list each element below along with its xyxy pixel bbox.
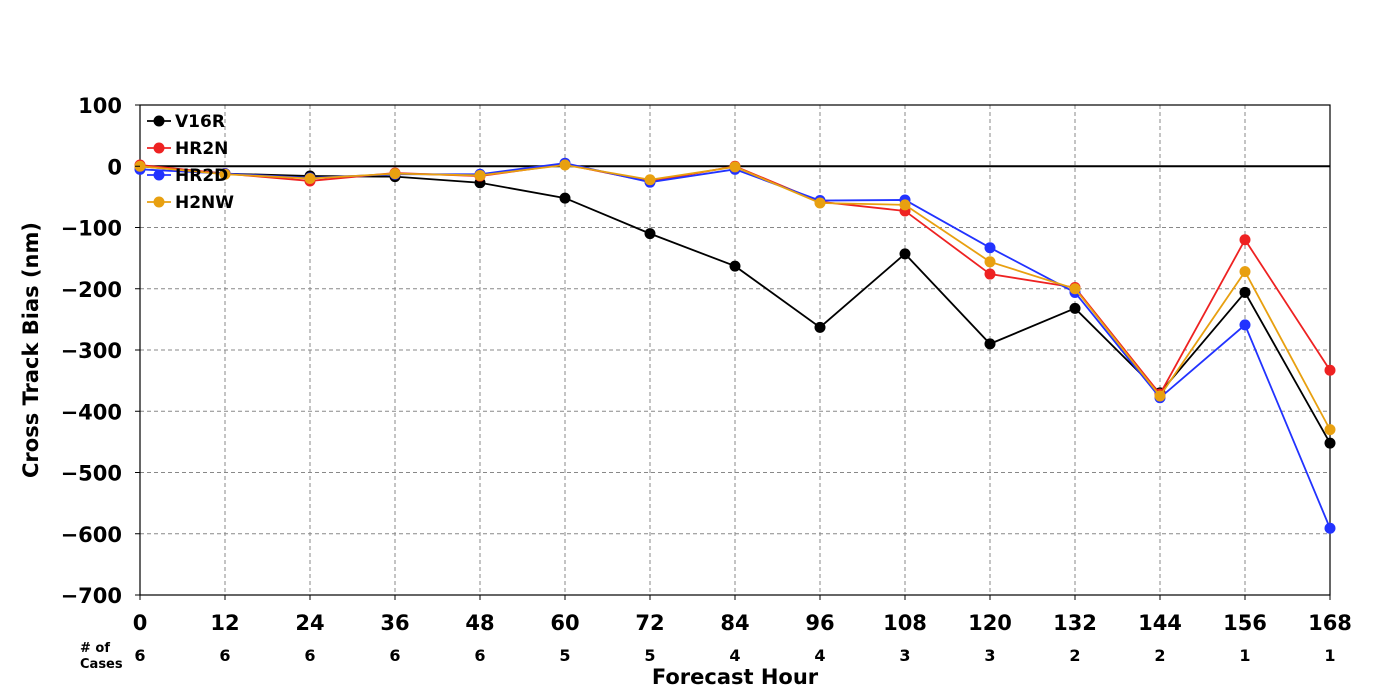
case-count: 6 (389, 646, 400, 665)
data-point (1069, 302, 1081, 314)
data-point (899, 199, 911, 211)
legend-label: HR2D (175, 166, 228, 186)
legend-label: H2NW (175, 193, 234, 213)
case-count: 6 (219, 646, 230, 665)
x-tick-label: 0 (133, 611, 148, 635)
y-tick-label: −700 (61, 584, 122, 608)
case-count: 1 (1324, 646, 1335, 665)
cases-label-line1: # of (80, 641, 110, 656)
data-point (984, 256, 996, 268)
x-axis-title: Forecast Hour (652, 665, 819, 689)
legend-entry-h2nw: H2NW (147, 193, 234, 213)
case-count: 1 (1239, 646, 1250, 665)
case-count: 6 (134, 646, 145, 665)
data-point (559, 192, 571, 204)
data-point (1069, 283, 1081, 295)
data-point (899, 248, 911, 260)
case-count: 5 (559, 646, 570, 665)
grid-lines (140, 105, 1330, 595)
x-tick-label: 24 (295, 611, 324, 635)
case-count: 6 (474, 646, 485, 665)
data-point (389, 168, 401, 180)
case-count: 3 (984, 646, 995, 665)
x-tick-label: 144 (1138, 611, 1182, 635)
case-count: 4 (814, 646, 825, 665)
data-point (1324, 437, 1336, 449)
x-tick-label: 12 (210, 611, 239, 635)
legend: V16R HR2N HR2D H2NW (147, 112, 234, 213)
legend-entry-v16r: V16R (147, 112, 225, 132)
cases-row: # of Cases 6 6 6 6 6 5 5 4 4 3 3 2 2 1 1 (80, 641, 1336, 672)
legend-label: HR2N (175, 139, 228, 159)
case-count: 2 (1154, 646, 1165, 665)
series-lines (134, 157, 1336, 534)
case-count: 4 (729, 646, 740, 665)
y-tick-label: −600 (61, 523, 122, 547)
y-tick-label: −500 (61, 462, 122, 486)
data-point (1239, 319, 1251, 331)
y-tick-label: −400 (61, 400, 122, 424)
data-point (219, 168, 231, 180)
legend-marker (153, 142, 165, 154)
x-tick-label: 108 (883, 611, 927, 635)
x-tick-labels: 0 12 24 36 48 60 72 84 96 108 120 132 144 156 168 (133, 595, 1352, 635)
y-tick-label: 0 (107, 155, 122, 179)
data-point (474, 169, 486, 181)
data-point (984, 268, 996, 280)
legend-marker (153, 115, 165, 127)
data-point (644, 228, 656, 240)
legend-label: V16R (175, 112, 225, 132)
case-count: 6 (304, 646, 315, 665)
y-tick-label: −300 (61, 339, 122, 363)
cases-label-line2: Cases (80, 657, 123, 672)
case-count: 5 (644, 646, 655, 665)
x-tick-label: 120 (968, 611, 1012, 635)
x-tick-label: 168 (1308, 611, 1352, 635)
data-point (1154, 390, 1166, 402)
y-tick-label: −100 (61, 217, 122, 241)
x-tick-label: 48 (465, 611, 494, 635)
legend-entry-hr2n: HR2N (147, 139, 228, 159)
x-tick-label: 132 (1053, 611, 1097, 635)
x-tick-label: 96 (805, 611, 834, 635)
data-point (559, 159, 571, 171)
y-tick-labels: 100 0 −100 −200 −300 −400 −500 −600 −700 (61, 94, 140, 608)
data-point (729, 260, 741, 272)
x-tick-label: 72 (635, 611, 664, 635)
x-tick-label: 156 (1223, 611, 1267, 635)
data-point (304, 173, 316, 184)
y-tick-label: −200 (61, 278, 122, 302)
data-point (644, 174, 656, 186)
data-point (1239, 286, 1251, 298)
legend-marker (153, 196, 165, 208)
legend-marker (153, 169, 165, 181)
data-point (814, 321, 826, 333)
case-count: 3 (899, 646, 910, 665)
y-axis-title: Cross Track Bias (nm) (19, 222, 43, 478)
x-tick-label: 84 (720, 611, 749, 635)
data-point (984, 338, 996, 350)
data-point (1324, 364, 1336, 376)
series-hr2n (134, 158, 1336, 400)
data-point (1239, 234, 1251, 246)
data-point (1239, 266, 1251, 278)
case-count: 2 (1069, 646, 1080, 665)
data-point (984, 242, 996, 254)
data-point (814, 197, 826, 209)
data-point (1324, 424, 1336, 436)
legend-entry-hr2d: HR2D (147, 166, 228, 186)
x-tick-label: 60 (550, 611, 579, 635)
data-point (1324, 522, 1336, 534)
x-tick-label: 36 (380, 611, 409, 635)
data-point (729, 161, 741, 173)
series-h2nw (134, 159, 1336, 436)
y-tick-label: 100 (78, 94, 122, 118)
